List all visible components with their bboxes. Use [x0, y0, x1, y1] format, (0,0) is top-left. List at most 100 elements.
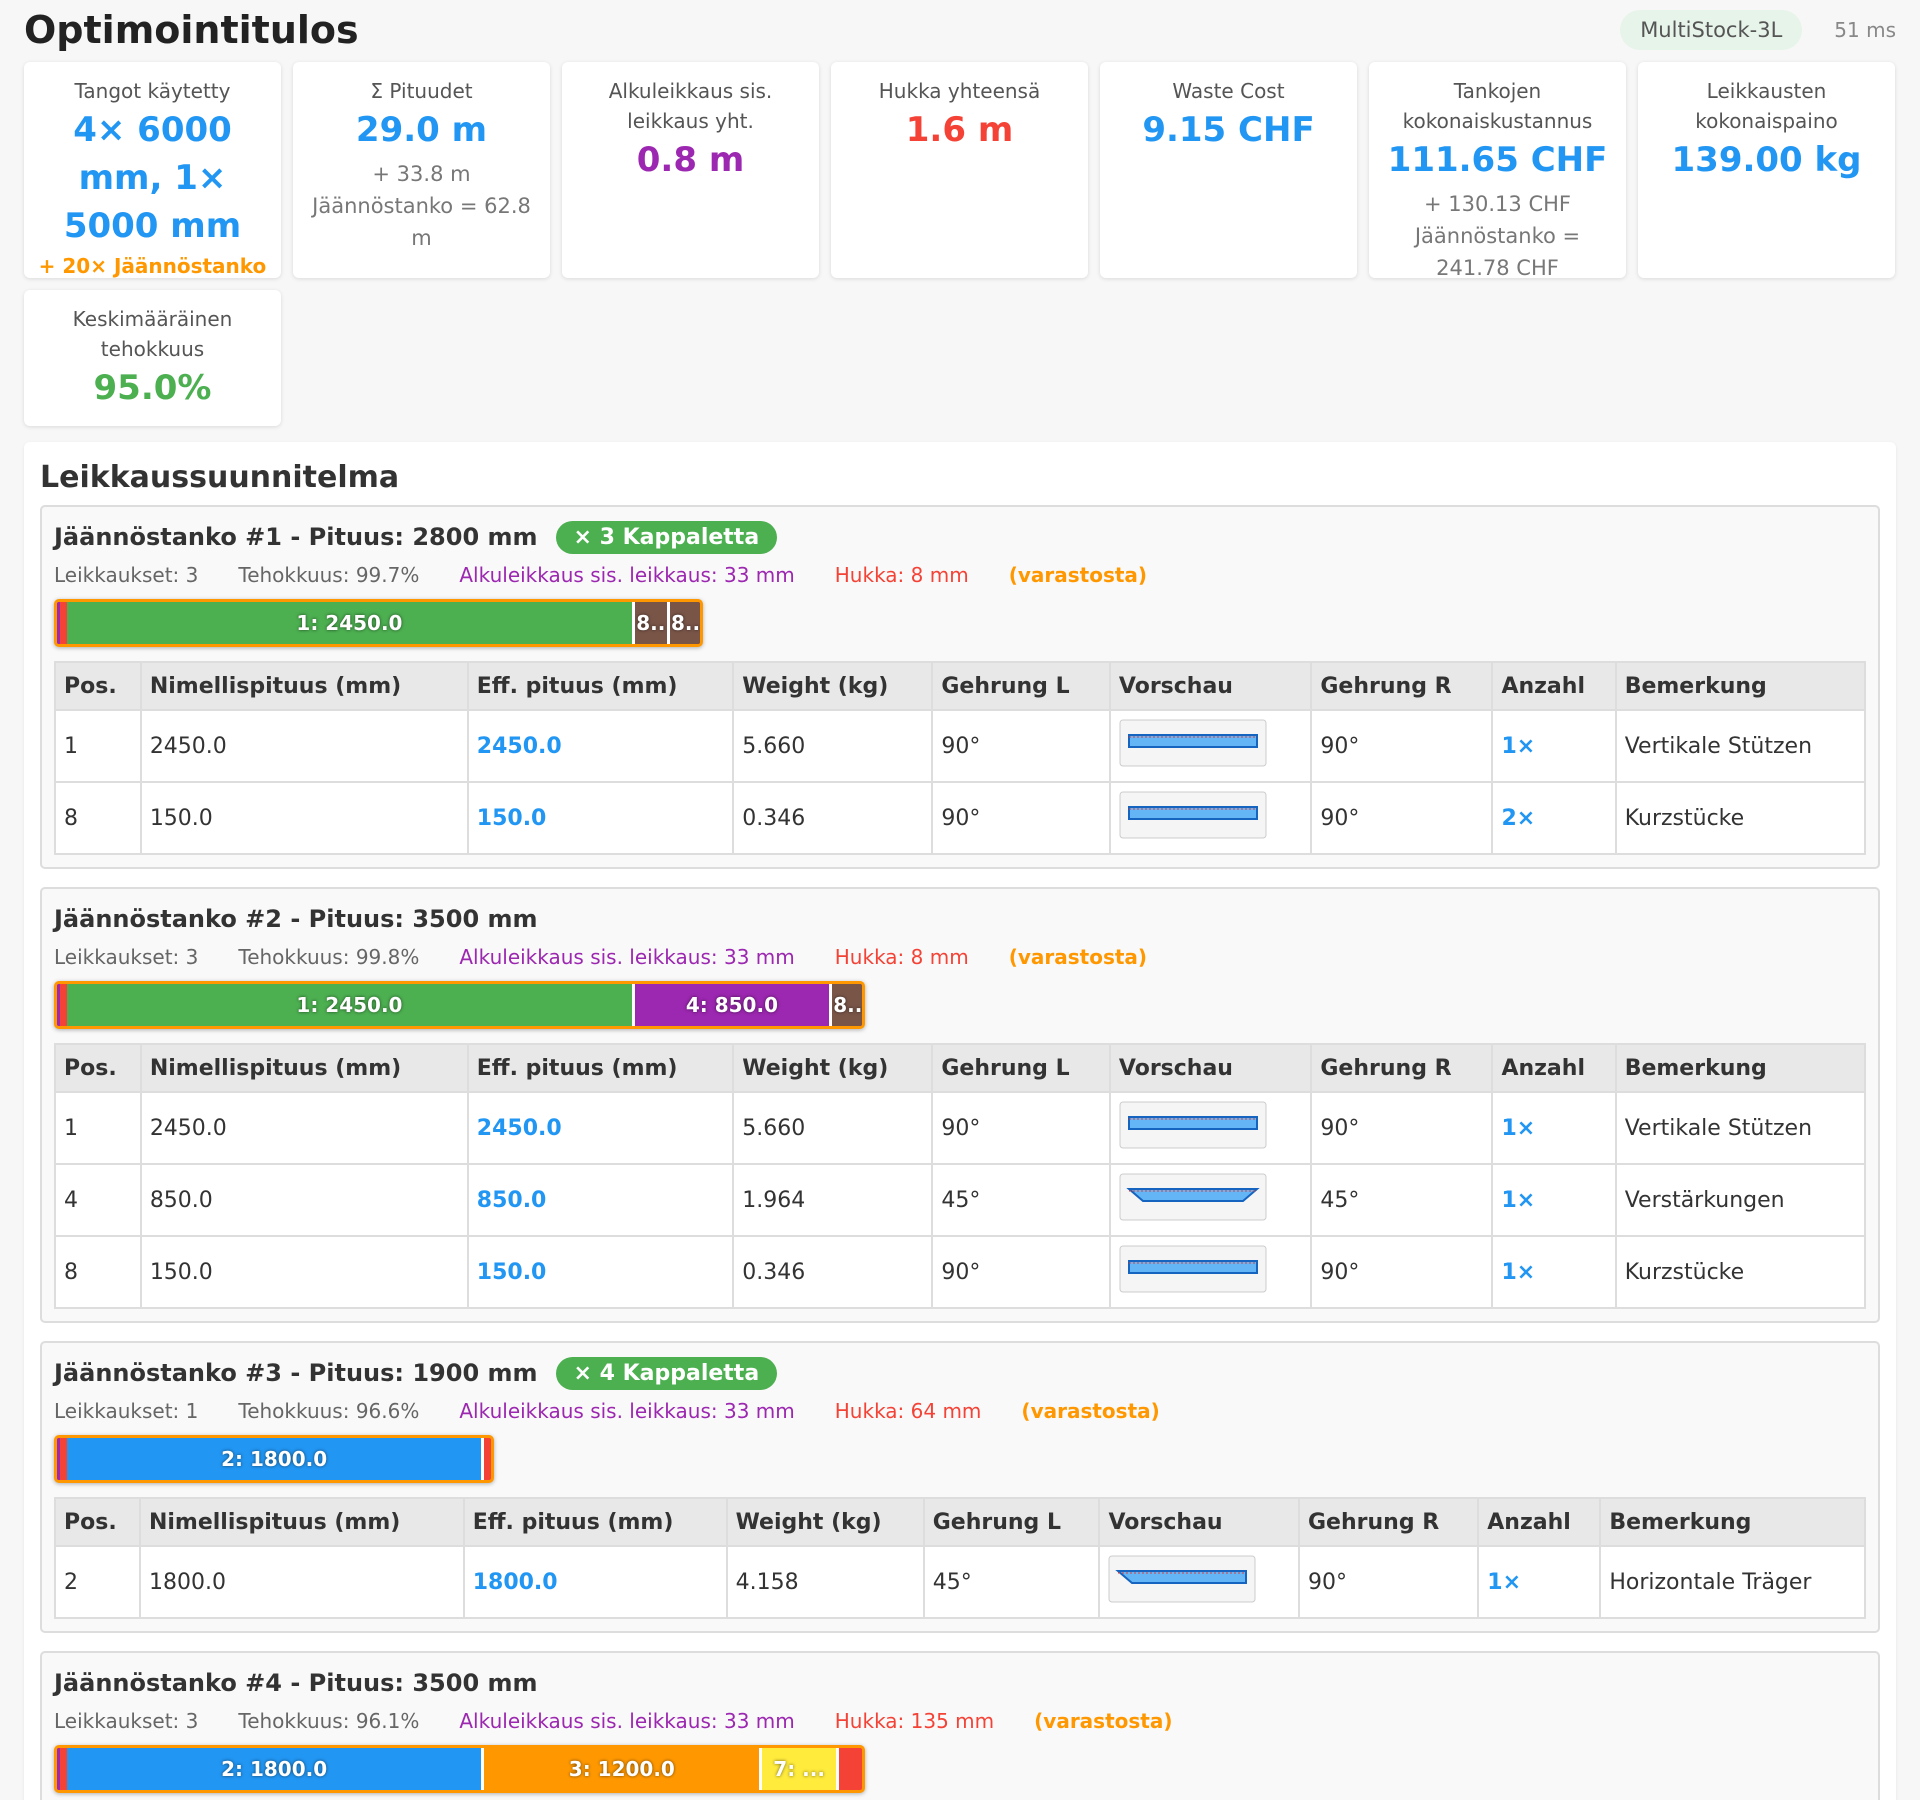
stat-value: 0.8 m	[636, 140, 745, 180]
cell-weight: 5.660	[732, 709, 934, 783]
segment: 2: 1800.0	[67, 1748, 485, 1790]
bar-visual: 1: 2450.0 8.. 8..	[54, 599, 704, 647]
preview-cell	[1108, 1163, 1313, 1237]
cell-miter-r: 90°	[1310, 709, 1494, 783]
cell-nominal: 2450.0	[139, 709, 469, 783]
column-header: Anzahl	[1491, 1043, 1617, 1093]
quantity-badge: × 4 Kappaletta	[555, 1356, 778, 1390]
column-header: Vorschau	[1108, 1043, 1313, 1093]
cell-weight: 1.964	[732, 1163, 934, 1237]
cell-nominal: 150.0	[139, 781, 469, 855]
column-header: Anzahl	[1477, 1497, 1602, 1547]
cell-miter-r: 90°	[1297, 1545, 1480, 1619]
pieces-table: Pos. Nimellispituus (mm) Eff. pituus (mm) W…	[54, 1043, 1867, 1309]
stat-label: Keskimääräinen tehokkuus	[72, 307, 233, 361]
column-header: Pos.	[54, 1497, 141, 1547]
stat-label: Tangot käytetty	[74, 79, 231, 103]
stock-bar: Jäännöstanko #4 - Pituus: 3500 mm Leikkau…	[40, 1651, 1880, 1800]
stat-label: Leikkausten kokonaispaino	[1695, 79, 1838, 133]
efficiency: Tehokkuus: 99.7%	[238, 563, 420, 587]
cell-pos: 8	[54, 1235, 142, 1309]
source: (varastosta)	[1008, 563, 1148, 587]
waste: Hukka: 8 mm	[834, 563, 969, 587]
cell-weight: 5.660	[732, 1091, 934, 1165]
trim-mark	[57, 1748, 60, 1790]
header-row: Pos. Nimellispituus (mm) Eff. pituus (mm) W…	[54, 1043, 1867, 1093]
cuts: Leikkaukset: 3	[54, 563, 199, 587]
stat-label: Waste Cost	[1172, 79, 1285, 103]
stock-bar: Jäännöstanko #1 - Pituus: 2800 mm × 3 Kap…	[40, 505, 1880, 869]
preview	[1119, 791, 1267, 839]
stat-card: Tangot käytetty 4× 6000 mm, 1× 5000 mm + 2…	[24, 62, 281, 278]
preview	[1119, 1101, 1267, 1149]
preview-cell	[1098, 1545, 1300, 1619]
column-header: Gehrung L	[931, 1043, 1111, 1093]
stat-extra: + 20× Jäännöstanko	[38, 254, 267, 278]
cell-miter-l: 45°	[922, 1545, 1101, 1619]
segment: 8..	[634, 602, 670, 644]
cell-nominal: 2450.0	[139, 1091, 469, 1165]
column-header: Eff. pituus (mm)	[462, 1497, 728, 1547]
stat-value: 29.0 m	[355, 110, 488, 150]
piece-row: 1 2450.0 2450.0 5.660 90° 90° 1× Vertikale Stüt…	[54, 709, 1867, 783]
bar-title: Jäännöstanko #4 - Pituus: 3500 mm	[54, 1669, 538, 1697]
column-header: Eff. pituus (mm)	[466, 661, 735, 711]
preview-cell	[1108, 1235, 1313, 1309]
cell-miter-l: 90°	[931, 709, 1111, 783]
source: (varastosta)	[1008, 945, 1148, 969]
run-time: 51 ms	[1834, 18, 1896, 42]
bar-visual: 2: 1800.0	[54, 1435, 495, 1483]
bar-title: Jäännöstanko #1 - Pituus: 2800 mm	[54, 523, 538, 551]
trim: Alkuleikkaus sis. leikkaus: 33 mm	[459, 1709, 795, 1733]
source: (varastosta)	[1021, 1399, 1160, 1423]
header-row: Pos. Nimellispituus (mm) Eff. pituus (mm) W…	[54, 1497, 1866, 1547]
pieces-table: Pos. Nimellispituus (mm) Eff. pituus (mm) W…	[54, 661, 1867, 855]
segment: 3: 1200.0	[484, 1748, 763, 1790]
algorithm-badge: MultiStock-3L	[1620, 10, 1803, 50]
bar-stats: Leikkaukset: 1 Tehokkuus: 96.6% Alkuleikka…	[54, 1399, 1866, 1423]
waste: Hukka: 64 mm	[834, 1399, 982, 1423]
column-header: Gehrung L	[922, 1497, 1101, 1547]
bar-title: Jäännöstanko #3 - Pituus: 1900 mm	[54, 1359, 538, 1387]
column-header: Nimellispituus (mm)	[138, 1497, 465, 1547]
cell-eff: 150.0	[466, 1235, 735, 1309]
cell-nominal: 150.0	[139, 1235, 469, 1309]
stat-card: Keskimääräinen tehokkuus 95.0%	[24, 290, 281, 426]
cell-nominal: 1800.0	[138, 1545, 465, 1619]
cell-miter-l: 90°	[931, 781, 1111, 855]
stat-cards: Tangot käytetty 4× 6000 mm, 1× 5000 mm + 2…	[24, 62, 1896, 426]
stat-value: 139.00 kg	[1671, 140, 1862, 180]
cell-count: 1×	[1491, 1235, 1617, 1309]
cell-nominal: 850.0	[139, 1163, 469, 1237]
cell-eff: 1800.0	[462, 1545, 728, 1619]
bar-stats: Leikkaukset: 3 Tehokkuus: 96.1% Alkuleikka…	[54, 1709, 1866, 1733]
cell-note: Kurzstücke	[1614, 1235, 1867, 1309]
cell-count: 1×	[1491, 1091, 1617, 1165]
cell-count: 2×	[1491, 781, 1617, 855]
profile	[1115, 1570, 1248, 1584]
column-header: Gehrung R	[1297, 1497, 1480, 1547]
waste: Hukka: 135 mm	[834, 1709, 995, 1733]
stock-bar: Jäännöstanko #2 - Pituus: 3500 mm Leikkau…	[40, 887, 1880, 1323]
bar-header: Jäännöstanko #4 - Pituus: 3500 mm	[54, 1663, 1866, 1703]
stat-value: 4× 6000 mm, 1× 5000 mm	[63, 110, 242, 246]
column-header: Pos.	[54, 1043, 142, 1093]
preview	[1119, 1245, 1267, 1293]
cell-miter-r: 90°	[1310, 781, 1494, 855]
pieces-table: Pos. Nimellispituus (mm) Eff. pituus (mm) W…	[54, 1497, 1866, 1619]
stat-note: + 33.8 m Jäännöstanko = 62.8 m	[312, 162, 531, 250]
stat-value: 95.0%	[93, 368, 212, 408]
plan-title: Leikkaussuunnitelma	[40, 460, 400, 495]
cell-pos: 4	[54, 1163, 142, 1237]
cell-miter-r: 90°	[1310, 1235, 1494, 1309]
cell-pos: 1	[54, 1091, 142, 1165]
trim: Alkuleikkaus sis. leikkaus: 33 mm	[459, 1399, 795, 1423]
bar-visual: 1: 2450.0 4: 850.0 8..	[54, 981, 866, 1029]
column-header: Gehrung R	[1310, 1043, 1494, 1093]
bar-title: Jäännöstanko #2 - Pituus: 3500 mm	[54, 905, 538, 933]
cell-note: Kurzstücke	[1614, 781, 1867, 855]
title: Optimointitulos	[24, 8, 359, 52]
cell-count: 1×	[1491, 1163, 1617, 1237]
preview	[1108, 1555, 1256, 1603]
